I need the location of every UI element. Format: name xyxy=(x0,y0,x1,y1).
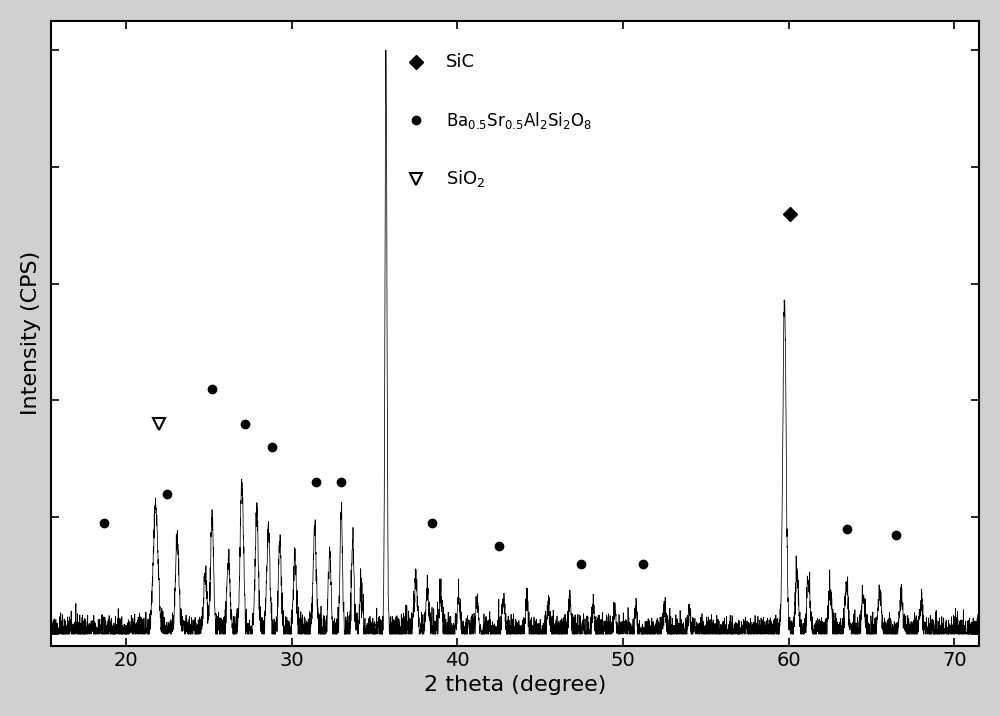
Text: Ba$_{0.5}$Sr$_{0.5}$Al$_2$Si$_2$O$_8$: Ba$_{0.5}$Sr$_{0.5}$Al$_2$Si$_2$O$_8$ xyxy=(446,110,592,130)
Text: SiO$_2$: SiO$_2$ xyxy=(446,168,485,189)
Text: SiC: SiC xyxy=(446,53,475,71)
Y-axis label: Intensity (CPS): Intensity (CPS) xyxy=(21,251,41,415)
X-axis label: 2 theta (degree): 2 theta (degree) xyxy=(424,675,606,695)
